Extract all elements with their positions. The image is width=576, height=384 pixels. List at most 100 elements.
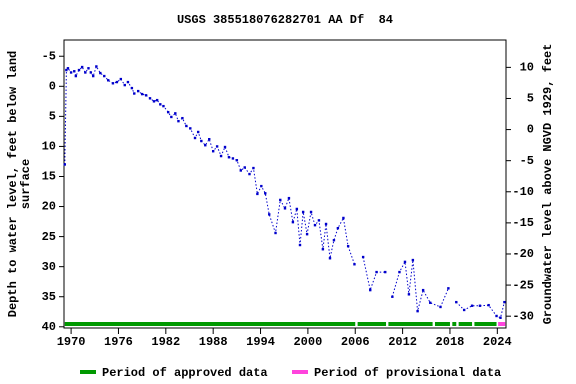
y2-tick-label: 5 (527, 92, 534, 106)
data-point (291, 220, 295, 224)
data-point (69, 71, 73, 74)
y-tick-label: 25 (42, 230, 56, 244)
data-point (103, 74, 106, 78)
data-point (495, 314, 498, 318)
data-point (107, 79, 110, 82)
data-point (111, 82, 115, 85)
x-tick-label: 1982 (151, 335, 180, 349)
y2-tick-label: -10 (512, 185, 534, 199)
data-point (227, 156, 231, 159)
data-point (264, 192, 267, 195)
period-bar (434, 322, 450, 326)
data-point (260, 184, 263, 188)
chart-title: USGS 385518076282701 AA Df 84 (177, 13, 393, 27)
period-bar (458, 322, 473, 326)
y-tick-label: 0 (49, 79, 56, 93)
data-point (342, 216, 345, 220)
y-tick-label: 35 (42, 290, 56, 304)
data-point (384, 270, 387, 274)
data-point (346, 245, 350, 248)
data-point (84, 71, 87, 74)
y-label-line: surface (19, 159, 33, 209)
data-point (324, 222, 328, 226)
data-point (208, 138, 211, 141)
data-point (177, 119, 180, 123)
y2-tick-label: -20 (512, 247, 534, 261)
y2-tick-label: -15 (512, 216, 534, 230)
data-point (295, 207, 299, 211)
x-tick-label: 1988 (199, 335, 228, 349)
data-point (140, 92, 144, 96)
data-point (87, 67, 90, 70)
data-point (74, 74, 78, 78)
period-bar (498, 322, 506, 326)
data-point (136, 89, 140, 93)
x-tick-label: 2012 (388, 335, 417, 349)
data-point (200, 139, 203, 143)
data-point (77, 68, 81, 72)
data-point (252, 166, 255, 170)
data-point (223, 145, 227, 149)
y2-tick-label: -30 (512, 309, 534, 323)
data-point (391, 295, 394, 298)
data-point (170, 115, 173, 119)
legend-label: Period of provisional data (314, 366, 501, 380)
data-point (63, 163, 66, 166)
y2-tick-label: -5 (520, 154, 534, 168)
data-point (65, 68, 68, 72)
y2-tick-label: 10 (520, 61, 534, 75)
data-point (155, 98, 159, 102)
x-tick-label: 2006 (341, 335, 370, 349)
y-tick-label: 20 (42, 200, 56, 214)
data-point (196, 130, 200, 134)
data-point (204, 144, 207, 147)
data-point (148, 97, 152, 100)
y2-tick-label: -25 (512, 278, 534, 292)
data-point (447, 287, 450, 290)
data-point (439, 305, 442, 309)
data-point (470, 304, 474, 307)
data-point (181, 116, 184, 120)
data-point (189, 127, 192, 130)
data-point (133, 92, 136, 95)
data-point (123, 83, 126, 87)
y-tick-label: 5 (49, 110, 56, 124)
y-label: Depth to water level, feet below land su… (6, 51, 33, 317)
data-point (95, 65, 98, 68)
data-point (279, 198, 282, 202)
data-point (130, 86, 134, 90)
data-point (317, 219, 321, 222)
data-point (144, 94, 148, 97)
x-tick-label: 1970 (57, 335, 86, 349)
data-point (89, 71, 93, 74)
data-point (429, 301, 432, 304)
data-point (215, 145, 219, 148)
data-point (421, 288, 425, 292)
x-tick-label: 2024 (483, 335, 512, 349)
data-point (336, 226, 340, 230)
x-tick-label: 2018 (436, 335, 465, 349)
legend-label: Period of approved data (102, 366, 268, 380)
data-point (268, 213, 271, 216)
data-point (274, 231, 277, 235)
data-point (73, 70, 76, 73)
y2-tick-label: 0 (527, 123, 534, 137)
data-point (159, 103, 162, 106)
data-point (416, 309, 419, 313)
data-point (321, 248, 325, 251)
y-tick-label: -5 (42, 49, 56, 63)
data-point (219, 154, 223, 158)
data-point (353, 263, 356, 266)
data-point (66, 67, 70, 70)
data-point (243, 166, 246, 169)
y-tick-label: 30 (42, 260, 56, 274)
data-point (305, 233, 309, 236)
data-point (369, 288, 372, 292)
y-label-line: Depth to water level, feet below land (6, 51, 20, 317)
data-point (193, 136, 197, 140)
data-point (152, 100, 156, 103)
x-tick-label: 2000 (293, 335, 322, 349)
data-point (283, 207, 287, 210)
